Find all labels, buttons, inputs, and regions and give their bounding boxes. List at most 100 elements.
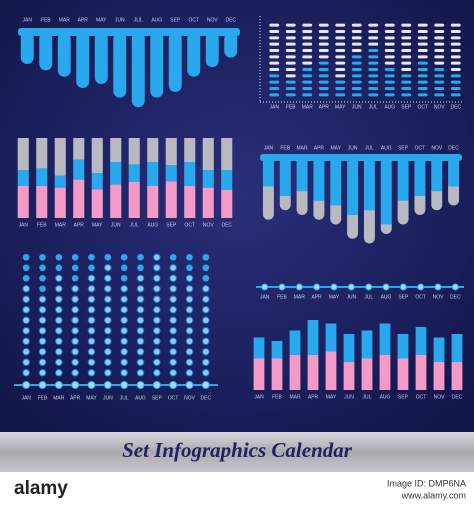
base-dot [87,381,96,389]
bar-segment [73,138,85,160]
dot-value [351,80,362,84]
dot-value [401,74,412,78]
dot-value [153,358,161,367]
dot-value [120,337,128,346]
month-label: NOV [434,394,446,400]
dot-empty [384,36,395,40]
dot-value [120,316,128,325]
bar-segment [433,362,445,390]
bar-segment [253,337,265,359]
bar-segment [415,355,427,390]
dot-value [318,80,329,84]
month-label: OCT [188,17,199,23]
dot-value [351,68,362,71]
bar [76,32,90,88]
bar-segment [128,182,140,218]
dot-value [104,316,112,325]
bar-segment [54,138,66,176]
month-label: APR [308,394,319,400]
dot-empty [335,23,346,27]
dot-value [55,274,63,283]
dot-value [104,295,112,304]
dot-value [417,93,428,97]
dot-value [269,74,280,78]
dot-empty [169,253,177,261]
dot-value [368,93,379,97]
dot-empty [120,264,128,272]
dot-value [285,80,296,84]
bar-segment [347,209,359,239]
base-dot [169,381,178,389]
dot-value [153,347,161,356]
dot-value [71,358,79,367]
dot-empty [434,36,445,40]
dot-value [55,305,63,314]
month-label: DEC [448,145,459,151]
dot-empty [55,264,63,272]
dot-empty [285,42,296,46]
timeline-dot [313,283,321,291]
dot-value [22,358,30,367]
bar-segment [271,358,283,390]
dot-value [450,74,461,78]
dot-value [302,80,313,84]
timeline-dot [434,283,442,291]
dot-empty [434,30,445,33]
bar-segment [363,158,375,211]
month-label: AUG [384,104,395,110]
bar-segment [271,341,283,359]
dot-value [120,326,128,335]
dot-value [136,274,145,283]
dot-value [202,316,210,325]
dot-value [335,80,346,84]
bar-segment [361,330,373,359]
month-label: JUN [346,294,356,300]
month-label: JUN [352,104,362,110]
dot-value [71,337,79,346]
dot-value [120,347,128,356]
dot-empty [401,36,412,40]
dot-value [169,284,177,293]
month-label: JAN [264,145,274,151]
bar-segment [91,138,103,174]
bar-segment [279,158,291,196]
dot-value [120,295,128,304]
bar-segment [415,327,427,355]
bar-segment [431,158,443,192]
month-label: AUG [381,294,392,300]
bar [168,32,182,92]
bar-segment [262,158,274,187]
bar-segment [110,184,122,218]
dot-value [120,284,128,293]
month-label: OCT [417,104,428,110]
bar-segment [184,162,196,186]
dot-value [55,358,63,367]
bar-segment [54,187,66,218]
dot-value [169,295,177,304]
dot-empty [368,36,379,40]
dot-value [55,368,63,377]
month-label: SEP [401,104,412,110]
bar-segment [221,190,233,218]
dot-empty [401,55,412,59]
dot-value [202,347,210,356]
dot-empty [285,49,296,52]
dot-value [153,284,161,293]
base-dot [185,381,194,389]
dot-value [351,61,362,65]
dot-value [351,74,362,78]
month-label: JUL [364,294,373,300]
dot-value [104,347,112,356]
month-label: FEB [37,222,47,228]
bar-segment [307,320,319,355]
dot-value [302,93,313,97]
month-label: NOV [434,104,446,110]
dot-value [22,326,30,335]
month-label: FEB [277,294,287,300]
dot-empty [384,42,395,46]
month-label: MAR [55,222,67,228]
dot-empty [434,61,445,65]
bar-segment [330,200,342,225]
dot-value [185,305,194,314]
month-label: MAY [329,294,340,300]
